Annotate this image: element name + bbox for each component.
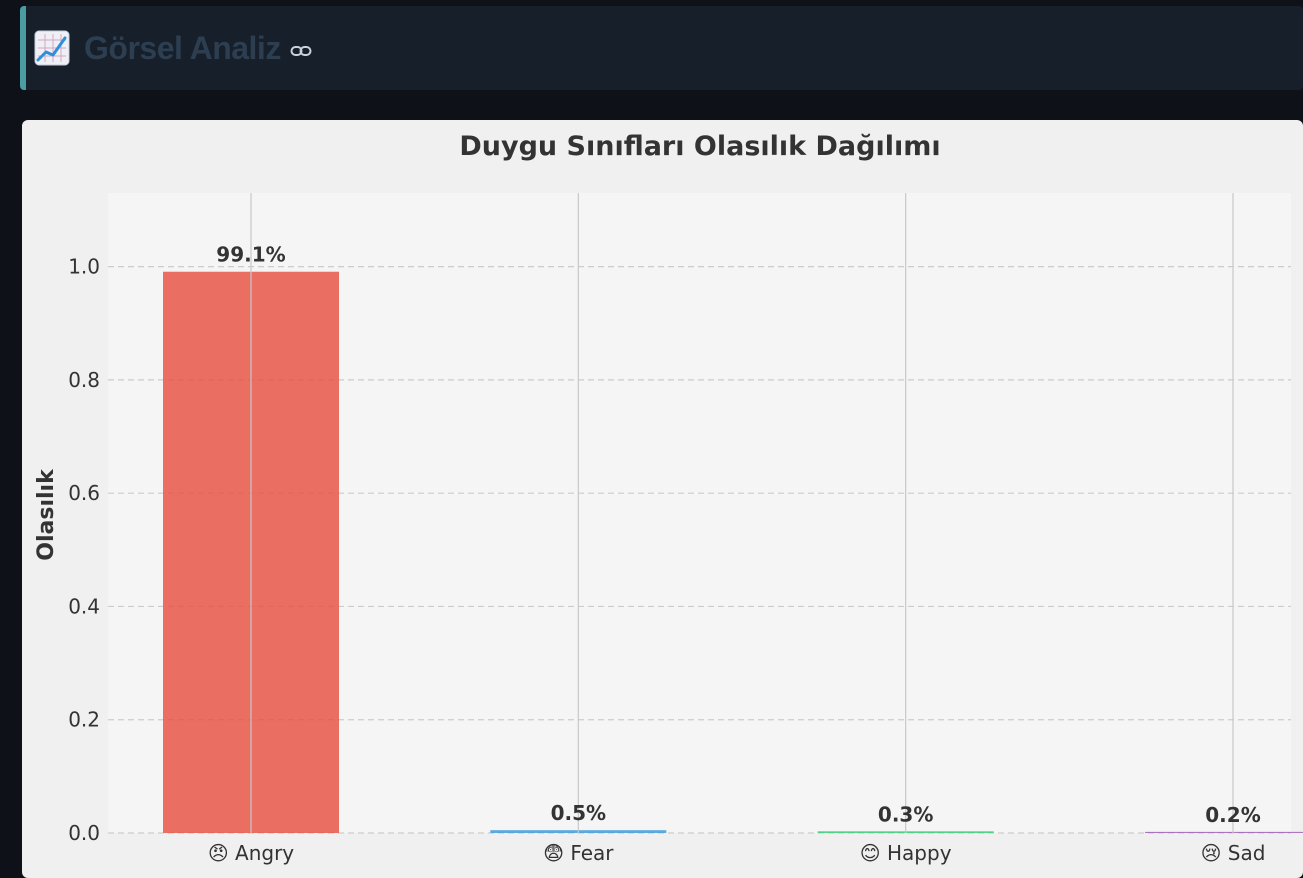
y-tick-label: 0.6 [68,481,100,505]
y-tick-label: 0.0 [68,821,100,845]
y-tick-label: 1.0 [68,255,100,279]
x-tick-label: 😊 Happy [860,841,952,865]
section-header: Görsel Analiz [20,6,1303,90]
value-label: 0.2% [1205,803,1260,827]
y-axis-ticks: 0.0 0.2 0.4 0.6 0.8 1.0 [68,255,100,845]
chart-card: Duygu Sınıfları Olasılık Dağılımı 99.1% 0… [22,120,1303,878]
x-tick-label: 😠 Angry [208,841,294,865]
chart-title: Duygu Sınıfları Olasılık Dağılımı [459,131,940,162]
horizontal-grid [108,266,1291,834]
bar-3 [1145,831,1303,833]
section-title: Görsel Analiz [84,29,281,66]
x-tick-label: 😨 Fear [543,841,614,865]
probability-bar-chart: Duygu Sınıfları Olasılık Dağılımı 99.1% 0… [34,131,1303,865]
value-label: 0.3% [878,802,933,826]
chart-increasing-icon [34,30,70,66]
value-label: 0.5% [551,801,606,825]
x-tick-label: 😢 Sad [1201,841,1266,865]
y-tick-label: 0.4 [68,594,100,618]
x-axis-ticks: 😠 Angry 😨 Fear 😊 Happy 😢 Sad [208,841,1266,865]
value-labels: 99.1% 0.5% 0.3% 0.2% [216,243,1260,827]
y-tick-label: 0.2 [68,708,100,732]
link-icon[interactable] [290,44,312,58]
y-tick-label: 0.8 [68,368,100,392]
y-axis-label: Olasılık [34,468,59,561]
vertical-grid [250,193,1234,833]
value-label: 99.1% [216,243,285,267]
